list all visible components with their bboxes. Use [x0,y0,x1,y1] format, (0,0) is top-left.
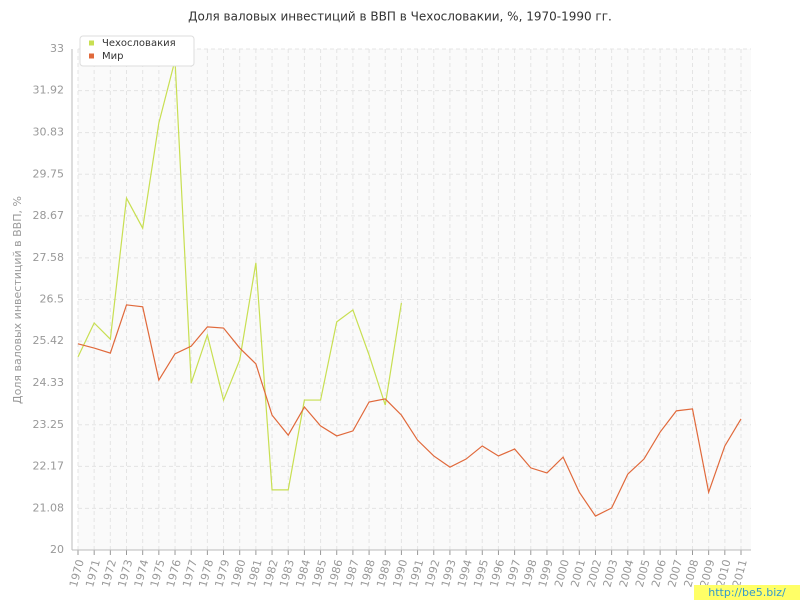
y-tick-label: 33 [50,42,64,55]
y-axis-label: Доля валовых инвестиций в ВВП, % [11,196,24,404]
legend-swatch [89,53,94,59]
y-tick-label: 25.42 [33,334,65,347]
series-line [77,60,403,491]
y-tick-label: 21.08 [33,501,65,514]
y-tick-label: 27.58 [33,251,65,264]
y-tick-label: 30.83 [33,126,65,139]
y-tick-label: 24.33 [33,376,65,389]
watermark: http://be5.biz/ [708,586,786,599]
legend-swatch [89,40,94,46]
y-tick-label: 26.5 [40,293,65,306]
chart-title: Доля валовых инвестиций в ВВП в Чехослов… [188,10,612,24]
y-tick-label: 23.25 [33,418,65,431]
legend-label: Чехословакия [102,38,176,49]
series-line [77,304,742,517]
y-tick-label: 20 [50,543,64,556]
y-tick-label: 31.92 [33,84,65,97]
legend-label: Мир [102,51,123,62]
y-tick-label: 28.67 [33,209,65,222]
y-tick-label: 29.75 [33,167,65,180]
y-tick-label: 22.17 [33,459,65,472]
watermark-bg [694,585,800,600]
legend-box [79,35,195,67]
